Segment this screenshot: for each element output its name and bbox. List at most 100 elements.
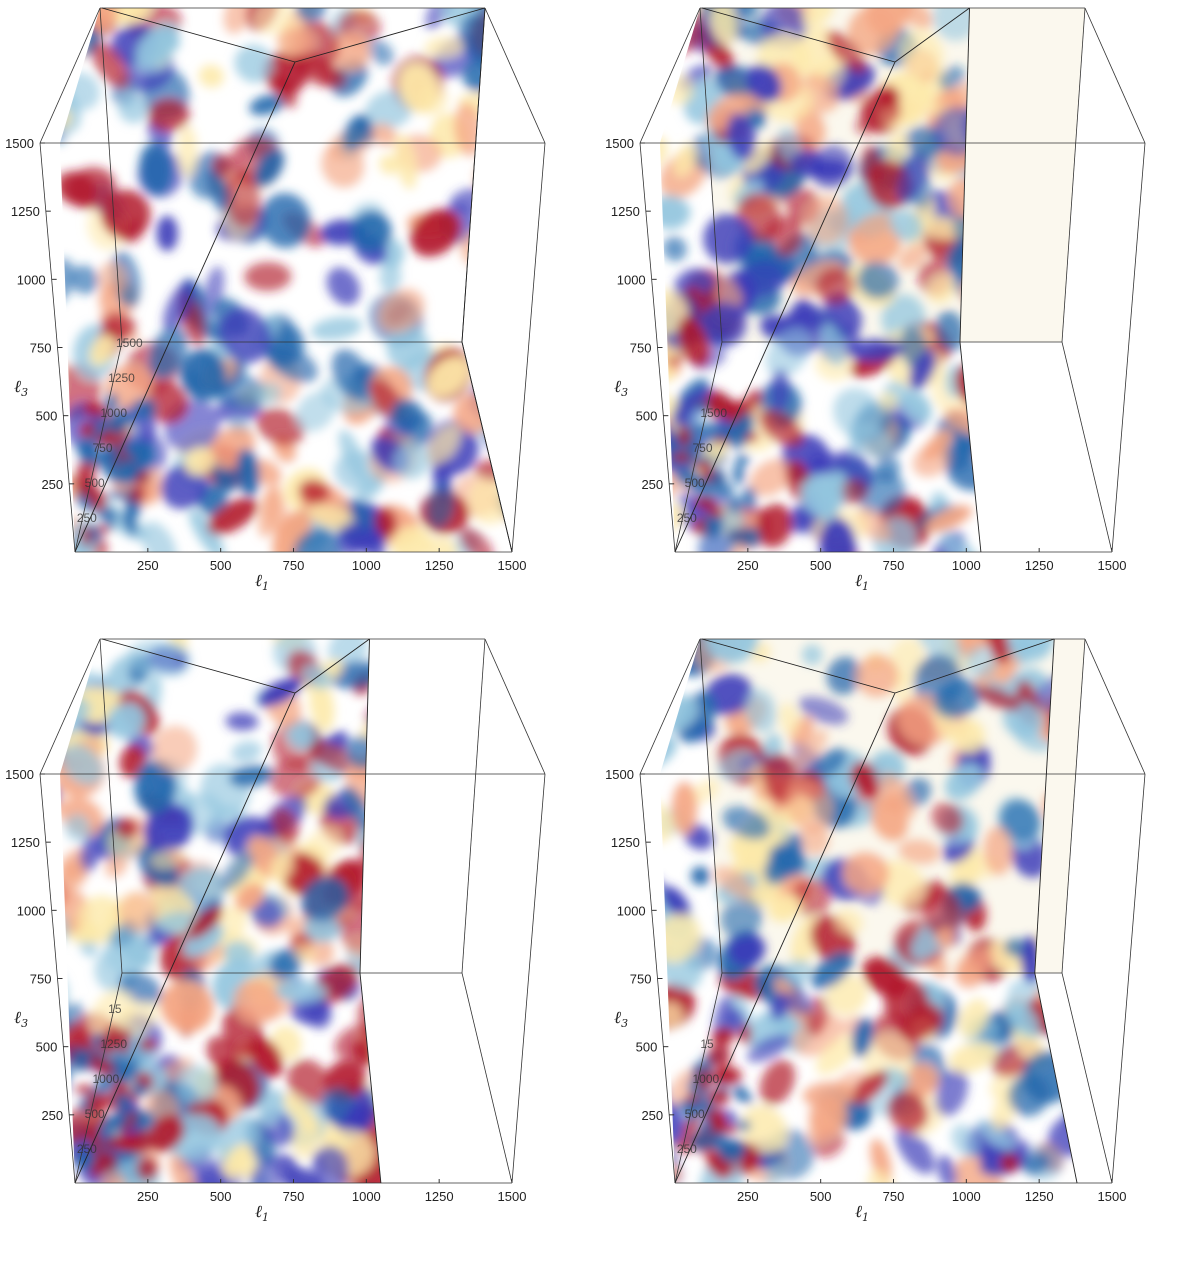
volume-plot-2: 250 500 750 1000 1250 1500 ℓ1 250 500 750 1000 1250… <box>605 7 1146 593</box>
volume-blob <box>969 349 981 390</box>
volume-blob <box>628 1125 656 1154</box>
depth-tick-label: 250 <box>77 511 97 525</box>
volume-blob <box>108 490 129 499</box>
x-tick-label: 750 <box>883 1189 905 1204</box>
volume-blob <box>660 735 677 770</box>
volume-blob <box>96 448 121 464</box>
volume-blob <box>183 1167 231 1183</box>
y-axis-label: ℓ3 <box>14 377 28 399</box>
volume-blob <box>1060 1045 1078 1091</box>
volume-blob <box>660 511 666 548</box>
volume-blob <box>660 799 675 844</box>
volume-blob <box>712 1156 734 1179</box>
volume-blob <box>295 391 336 432</box>
volume-blob <box>698 1068 709 1093</box>
volume-blob <box>126 639 180 675</box>
slab-edge <box>894 638 1055 694</box>
x-tick-label: 1250 <box>425 1189 454 1204</box>
volume-blob <box>935 310 966 352</box>
volume-blob <box>927 275 957 304</box>
volume-blob <box>248 1036 283 1078</box>
volume-blob <box>770 992 791 1020</box>
x-tick-label: 1500 <box>1098 558 1127 573</box>
volume-blob <box>728 933 766 967</box>
volume-blob <box>121 507 136 530</box>
slab-edge <box>894 7 970 63</box>
box-edge <box>74 341 123 553</box>
volume-blob <box>123 462 139 484</box>
volume-blob <box>739 8 761 19</box>
volume-blob <box>672 387 715 426</box>
slab-edge <box>294 7 486 63</box>
volume-blob <box>72 1047 91 1072</box>
volume-blob <box>915 639 963 664</box>
volume-blob <box>711 1028 732 1048</box>
volume-blob <box>60 95 62 135</box>
volume-blob <box>184 447 215 476</box>
volume-blob <box>855 102 902 134</box>
y-tick-label: 250 <box>641 1108 663 1123</box>
volume-blob <box>134 759 177 814</box>
volume-blob <box>95 524 112 534</box>
volume-blob <box>106 703 146 739</box>
volume-blob <box>311 316 363 341</box>
volume-blob <box>101 312 136 340</box>
volume-blob <box>133 1129 152 1154</box>
volume-blob <box>976 440 981 463</box>
volume-blob <box>705 674 753 716</box>
volume-blob <box>688 779 720 805</box>
volume-blob <box>313 1145 349 1183</box>
volume-blob <box>819 324 846 366</box>
y-tick-label: 1250 <box>611 835 640 850</box>
volume-blob <box>671 452 695 463</box>
volume-blob <box>660 336 662 385</box>
y-tick-label: 500 <box>636 1040 658 1055</box>
volume-blob <box>143 803 194 854</box>
depth-tick-label: 500 <box>85 476 105 490</box>
volume-blob <box>689 445 699 466</box>
volume-blob <box>386 327 431 370</box>
depth-tick-label: 15 <box>108 1002 122 1016</box>
volume-blob <box>834 908 863 935</box>
volume-blob <box>977 1119 1014 1151</box>
volume-blob <box>60 532 73 552</box>
x-tick-label: 1000 <box>352 1189 381 1204</box>
volume-blob <box>91 41 129 89</box>
volume-blob <box>115 818 139 839</box>
volume-blob <box>479 233 507 283</box>
x-axis: 250 500 750 1000 1250 1500 ℓ1 <box>737 1179 1126 1224</box>
volume-blob <box>300 875 350 922</box>
volume-blob <box>718 1066 743 1085</box>
slab-edge <box>674 692 896 1184</box>
volume-blob <box>738 1029 749 1041</box>
volume-blob <box>256 407 305 446</box>
volume-blob <box>65 813 91 842</box>
volume-blob <box>60 23 86 63</box>
volume-blob <box>806 748 848 781</box>
volume-blob <box>255 382 282 406</box>
volume-blob <box>706 390 727 413</box>
y-tick-label: 1500 <box>5 767 34 782</box>
volume-blob <box>81 524 91 547</box>
volume-blob <box>271 807 300 844</box>
y-axis-label: ℓ3 <box>14 1008 28 1030</box>
volume-blob <box>799 824 830 856</box>
x-tick-label: 750 <box>283 1189 305 1204</box>
volume-blob <box>801 644 823 666</box>
volume-blob <box>373 1059 381 1109</box>
x-tick-label: 500 <box>810 1189 832 1204</box>
slab-edge <box>294 638 370 694</box>
slab-edge <box>359 638 370 974</box>
volume-blob <box>198 64 224 88</box>
volume-blob <box>706 1149 718 1171</box>
volume-blob <box>147 1114 185 1153</box>
y-tick-label: 1250 <box>611 204 640 219</box>
x-tick-label: 1500 <box>1098 1189 1127 1204</box>
volume-blob <box>690 424 707 435</box>
volume-blob <box>746 64 782 103</box>
volume-blob <box>923 888 962 938</box>
volume-blob <box>287 1059 331 1106</box>
volume-blob <box>702 420 720 443</box>
depth-tick-label: 250 <box>677 1142 697 1156</box>
volume-blob <box>718 749 757 781</box>
